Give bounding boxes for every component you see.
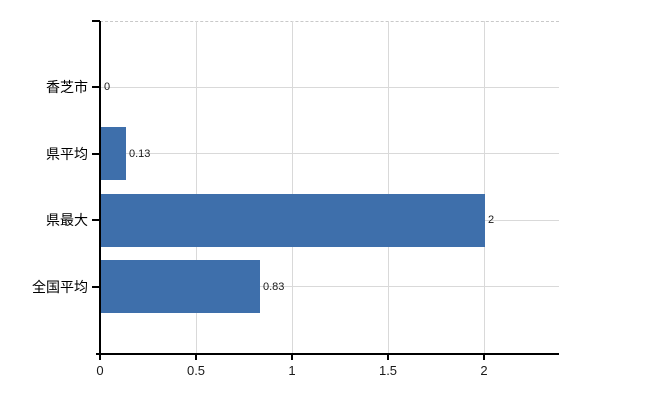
x-tick-label: 0.5 [186, 363, 206, 378]
x-axis-tick [291, 353, 293, 360]
vertical-gridline [292, 21, 293, 353]
bar [101, 260, 260, 314]
y-axis-tick [92, 152, 100, 155]
vertical-gridline [196, 21, 197, 353]
x-tick-label: 0 [96, 363, 104, 378]
category-label: 県平均 [46, 145, 88, 162]
category-label: 香芝市 [46, 79, 88, 96]
x-tick-label: 1.5 [378, 363, 398, 378]
vertical-gridline [484, 21, 485, 353]
y-axis-line [99, 21, 101, 354]
y-axis-tick [92, 219, 100, 222]
plot-top-border [100, 21, 559, 22]
y-axis-tick [92, 285, 100, 288]
value-label: 0.13 [129, 147, 151, 160]
value-label: 0.83 [263, 280, 285, 293]
x-tick-label: 2 [480, 363, 488, 378]
horizontal-gridline [100, 286, 559, 288]
y-axis-tick [92, 86, 100, 89]
category-label: 県最大 [46, 212, 88, 229]
bar [101, 193, 485, 247]
x-axis-tick [99, 353, 101, 360]
horizontal-gridline [100, 86, 559, 88]
value-label: 2 [488, 214, 495, 227]
y-axis-tick [92, 20, 100, 22]
x-tick-label: 1 [288, 363, 296, 378]
x-axis-tick [483, 353, 485, 360]
vertical-gridline [388, 21, 389, 353]
x-axis-tick [195, 353, 197, 360]
value-label: 0 [104, 81, 111, 94]
bar [101, 127, 126, 181]
horizontal-gridline [100, 153, 559, 155]
x-axis-tick [387, 353, 389, 360]
x-axis-line [96, 353, 559, 355]
category-label: 全国平均 [32, 278, 88, 295]
